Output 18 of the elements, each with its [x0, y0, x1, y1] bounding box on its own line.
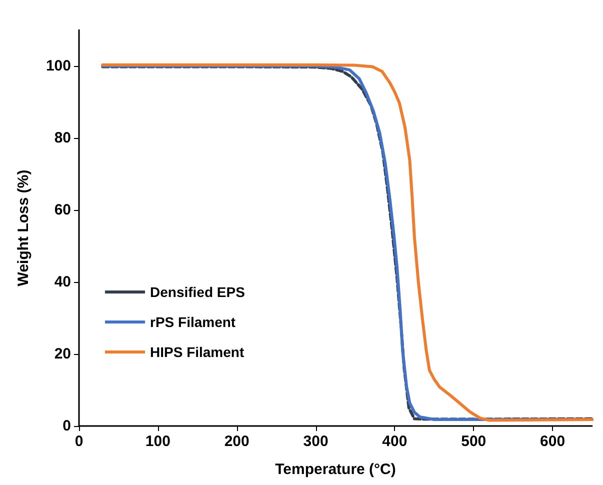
- y-tick-label: 20: [54, 346, 71, 362]
- y-tick-label: 80: [54, 130, 71, 146]
- x-tick-label: 200: [224, 433, 250, 450]
- x-tick-label: 400: [382, 433, 408, 450]
- y-tick-label: 100: [46, 58, 71, 74]
- x-axis-title: Temperature (°C): [275, 461, 396, 478]
- legend-label: rPS Filament: [150, 314, 236, 330]
- x-tick-label: 300: [303, 433, 328, 450]
- legend-label: Densified EPS: [150, 284, 245, 300]
- y-axis-title: Weight Loss (%): [15, 170, 32, 286]
- y-tick-label: 0: [62, 418, 71, 434]
- x-tick-label: 500: [461, 433, 486, 450]
- x-tick-label: 0: [74, 433, 84, 450]
- legend-label: HIPS Filament: [150, 344, 244, 360]
- y-tick-label: 60: [54, 202, 71, 218]
- y-tick-label: 40: [54, 274, 71, 290]
- x-tick-label: 100: [145, 433, 170, 450]
- x-tick-label: 600: [540, 433, 566, 450]
